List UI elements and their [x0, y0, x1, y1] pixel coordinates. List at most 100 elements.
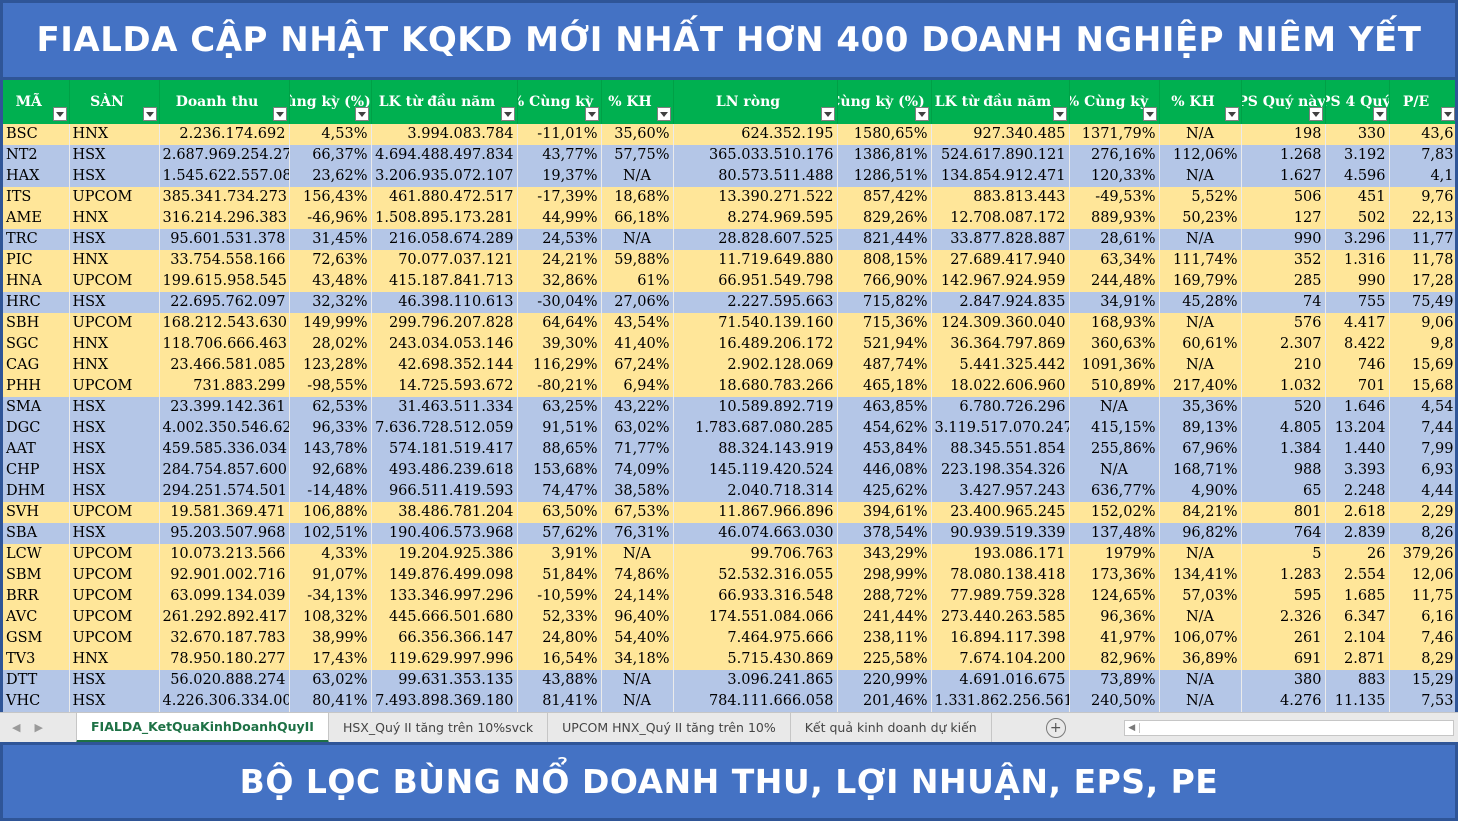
table-cell[interactable]: 990 [1325, 271, 1390, 292]
table-cell[interactable]: 38,99% [289, 628, 372, 649]
table-cell[interactable]: 44,99% [517, 208, 602, 229]
table-row[interactable]: LCW UPCOM 10.073.213.566 4,33% 19.204.925.38… [3, 544, 1455, 565]
table-cell[interactable]: 330 [1325, 124, 1390, 145]
table-cell[interactable]: HNX [69, 334, 160, 355]
prev-sheet-icon[interactable]: ◀ [12, 721, 21, 734]
table-cell[interactable]: 91,07% [289, 565, 372, 586]
filter-dropdown-icon[interactable] [820, 107, 835, 121]
table-cell[interactable]: HSX [69, 166, 160, 187]
table-cell[interactable]: PIC [3, 250, 70, 271]
table-cell[interactable]: 13.204 [1325, 418, 1390, 439]
table-cell[interactable]: 746 [1325, 355, 1390, 376]
table-cell[interactable]: 1.646 [1325, 397, 1390, 418]
table-cell[interactable]: 18.680.783.266 [673, 376, 838, 397]
table-cell[interactable]: 74,47% [517, 481, 602, 502]
table-row[interactable]: TRC HSX 95.601.531.378 31,45% 216.058.674.28… [3, 229, 1455, 250]
table-cell[interactable]: 41,97% [1069, 628, 1160, 649]
table-cell[interactable]: 13.390.271.522 [673, 187, 838, 208]
filter-dropdown-icon[interactable] [52, 107, 67, 121]
table-cell[interactable]: 8.422 [1325, 334, 1390, 355]
table-row[interactable]: DHM HSX 294.251.574.501 -14,48% 966.511.419.… [3, 481, 1455, 502]
table-cell[interactable]: 66.951.549.798 [673, 271, 838, 292]
table-cell[interactable]: 1.331.862.256.561 [931, 691, 1070, 712]
table-cell[interactable]: 5.715.430.869 [673, 649, 838, 670]
table-cell[interactable]: AME [3, 208, 70, 229]
table-row[interactable]: DGC HSX 4.002.350.546.625 96,33% 7.636.728.5… [3, 418, 1455, 439]
table-cell[interactable]: -49,53% [1069, 187, 1160, 208]
scrollbar-thumb[interactable] [1138, 722, 1439, 733]
table-cell[interactable]: 149.876.499.098 [371, 565, 518, 586]
filter-dropdown-icon[interactable] [1440, 107, 1455, 121]
table-cell[interactable]: 24,80% [517, 628, 602, 649]
table-cell[interactable]: 1091,36% [1069, 355, 1160, 376]
table-cell[interactable]: 43,54% [601, 313, 674, 334]
table-cell[interactable]: 23,62% [289, 166, 372, 187]
table-cell[interactable]: 66,18% [601, 208, 674, 229]
table-cell[interactable]: 78.080.138.418 [931, 565, 1070, 586]
table-cell[interactable]: 715,36% [837, 313, 932, 334]
table-cell[interactable]: 99.706.763 [673, 544, 838, 565]
table-cell[interactable]: N/A [1159, 124, 1242, 145]
table-cell[interactable]: BSC [3, 124, 70, 145]
table-cell[interactable]: 43,48% [289, 271, 372, 292]
table-cell[interactable]: 116,29% [517, 355, 602, 376]
table-cell[interactable]: 46.074.663.030 [673, 523, 838, 544]
table-cell[interactable]: SBH [3, 313, 70, 334]
table-cell[interactable]: 43,88% [517, 670, 602, 691]
table-cell[interactable]: 111,74% [1159, 250, 1242, 271]
table-cell[interactable]: 4,44 [1389, 481, 1455, 502]
table-cell[interactable]: 34,91% [1069, 292, 1160, 313]
table-cell[interactable]: UPCOM [69, 607, 160, 628]
table-cell[interactable]: 1.783.687.080.285 [673, 418, 838, 439]
table-cell[interactable]: 15,29 [1389, 670, 1455, 691]
table-cell[interactable]: 764 [1241, 523, 1326, 544]
table-row[interactable]: ITS UPCOM 385.341.734.273 156,43% 461.880.47… [3, 187, 1455, 208]
table-cell[interactable]: 1979% [1069, 544, 1160, 565]
column-header[interactable]: SÀN [69, 80, 160, 124]
table-cell[interactable]: N/A [601, 544, 674, 565]
table-cell[interactable]: 425,62% [837, 481, 932, 502]
table-row[interactable]: BSC HNX 2.236.174.692 4,53% 3.994.083.784 -11… [3, 124, 1455, 145]
table-cell[interactable]: 883 [1325, 670, 1390, 691]
table-cell[interactable]: 784.111.666.058 [673, 691, 838, 712]
table-row[interactable]: PHH UPCOM 731.883.299 -98,55% 14.725.593.672… [3, 376, 1455, 397]
table-cell[interactable]: 1286,51% [837, 166, 932, 187]
table-cell[interactable]: 82,96% [1069, 649, 1160, 670]
table-cell[interactable]: 2.554 [1325, 565, 1390, 586]
column-header[interactable]: LK từ đầu năm [931, 80, 1070, 124]
table-cell[interactable]: 343,29% [837, 544, 932, 565]
table-cell[interactable]: N/A [601, 670, 674, 691]
table-cell[interactable]: 385.341.734.273 [159, 187, 290, 208]
table-cell[interactable]: 2.687.969.254.277 [159, 145, 290, 166]
table-cell[interactable]: 17,43% [289, 649, 372, 670]
table-cell[interactable]: 2.248 [1325, 481, 1390, 502]
table-cell[interactable]: N/A [1069, 460, 1160, 481]
table-cell[interactable]: 360,63% [1069, 334, 1160, 355]
table-cell[interactable]: 3.096.241.865 [673, 670, 838, 691]
table-cell[interactable]: AVC [3, 607, 70, 628]
table-cell[interactable]: 75,49 [1389, 292, 1455, 313]
table-cell[interactable]: 755 [1325, 292, 1390, 313]
table-cell[interactable]: 988 [1241, 460, 1326, 481]
filter-dropdown-icon[interactable] [914, 107, 929, 121]
table-cell[interactable]: 36.364.797.869 [931, 334, 1070, 355]
table-cell[interactable]: 1.384 [1241, 439, 1326, 460]
table-cell[interactable]: N/A [601, 166, 674, 187]
table-cell[interactable]: 294.251.574.501 [159, 481, 290, 502]
table-row[interactable]: VHC HSX 4.226.306.334.009 80,41% 7.493.898.3… [3, 691, 1455, 712]
table-cell[interactable]: 80.573.511.488 [673, 166, 838, 187]
table-cell[interactable]: 169,79% [1159, 271, 1242, 292]
table-cell[interactable]: 1.685 [1325, 586, 1390, 607]
table-cell[interactable]: 595 [1241, 586, 1326, 607]
table-cell[interactable]: 74 [1241, 292, 1326, 313]
table-cell[interactable]: 5,52% [1159, 187, 1242, 208]
table-cell[interactable]: 574.181.519.417 [371, 439, 518, 460]
table-cell[interactable]: 927.340.485 [931, 124, 1070, 145]
table-cell[interactable]: 96,33% [289, 418, 372, 439]
table-cell[interactable]: HSX [69, 523, 160, 544]
table-row[interactable]: HNA UPCOM 199.615.958.545 43,48% 415.187.841… [3, 271, 1455, 292]
table-cell[interactable]: 3.119.517.070.247 [931, 418, 1070, 439]
table-cell[interactable]: 11,77 [1389, 229, 1455, 250]
table-cell[interactable]: 108,32% [289, 607, 372, 628]
table-cell[interactable]: 352 [1241, 250, 1326, 271]
